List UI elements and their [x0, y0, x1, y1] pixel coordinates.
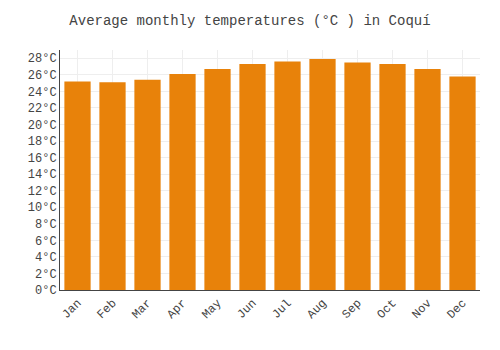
svg-text:26°C: 26°C	[28, 69, 57, 83]
svg-text:14°C: 14°C	[28, 168, 57, 182]
svg-text:28°C: 28°C	[28, 52, 57, 66]
svg-text:16°C: 16°C	[28, 152, 57, 166]
svg-text:Oct: Oct	[374, 297, 399, 322]
svg-text:12°C: 12°C	[28, 185, 57, 199]
svg-text:8°C: 8°C	[35, 218, 57, 232]
svg-text:0°C: 0°C	[35, 284, 57, 298]
svg-text:10°C: 10°C	[28, 201, 57, 215]
svg-text:Apr: Apr	[164, 297, 189, 322]
svg-text:24°C: 24°C	[28, 86, 57, 100]
svg-text:Nov: Nov	[409, 297, 434, 322]
svg-text:Sep: Sep	[339, 297, 364, 322]
svg-text:18°C: 18°C	[28, 135, 57, 149]
svg-text:May: May	[199, 297, 224, 322]
svg-text:Mar: Mar	[129, 297, 154, 322]
svg-text:22°C: 22°C	[28, 102, 57, 116]
svg-text:Feb: Feb	[94, 297, 119, 322]
svg-text:Jun: Jun	[234, 297, 259, 322]
svg-text:Jan: Jan	[59, 297, 84, 322]
svg-text:Average monthly temperatures (: Average monthly temperatures (°C ) in Co…	[69, 13, 430, 29]
svg-text:2°C: 2°C	[35, 268, 57, 282]
svg-text:Jul: Jul	[269, 297, 294, 322]
svg-text:Aug: Aug	[304, 297, 329, 322]
svg-text:Dec: Dec	[444, 297, 469, 322]
svg-text:20°C: 20°C	[28, 119, 57, 133]
svg-text:6°C: 6°C	[35, 235, 57, 249]
svg-text:4°C: 4°C	[35, 251, 57, 265]
